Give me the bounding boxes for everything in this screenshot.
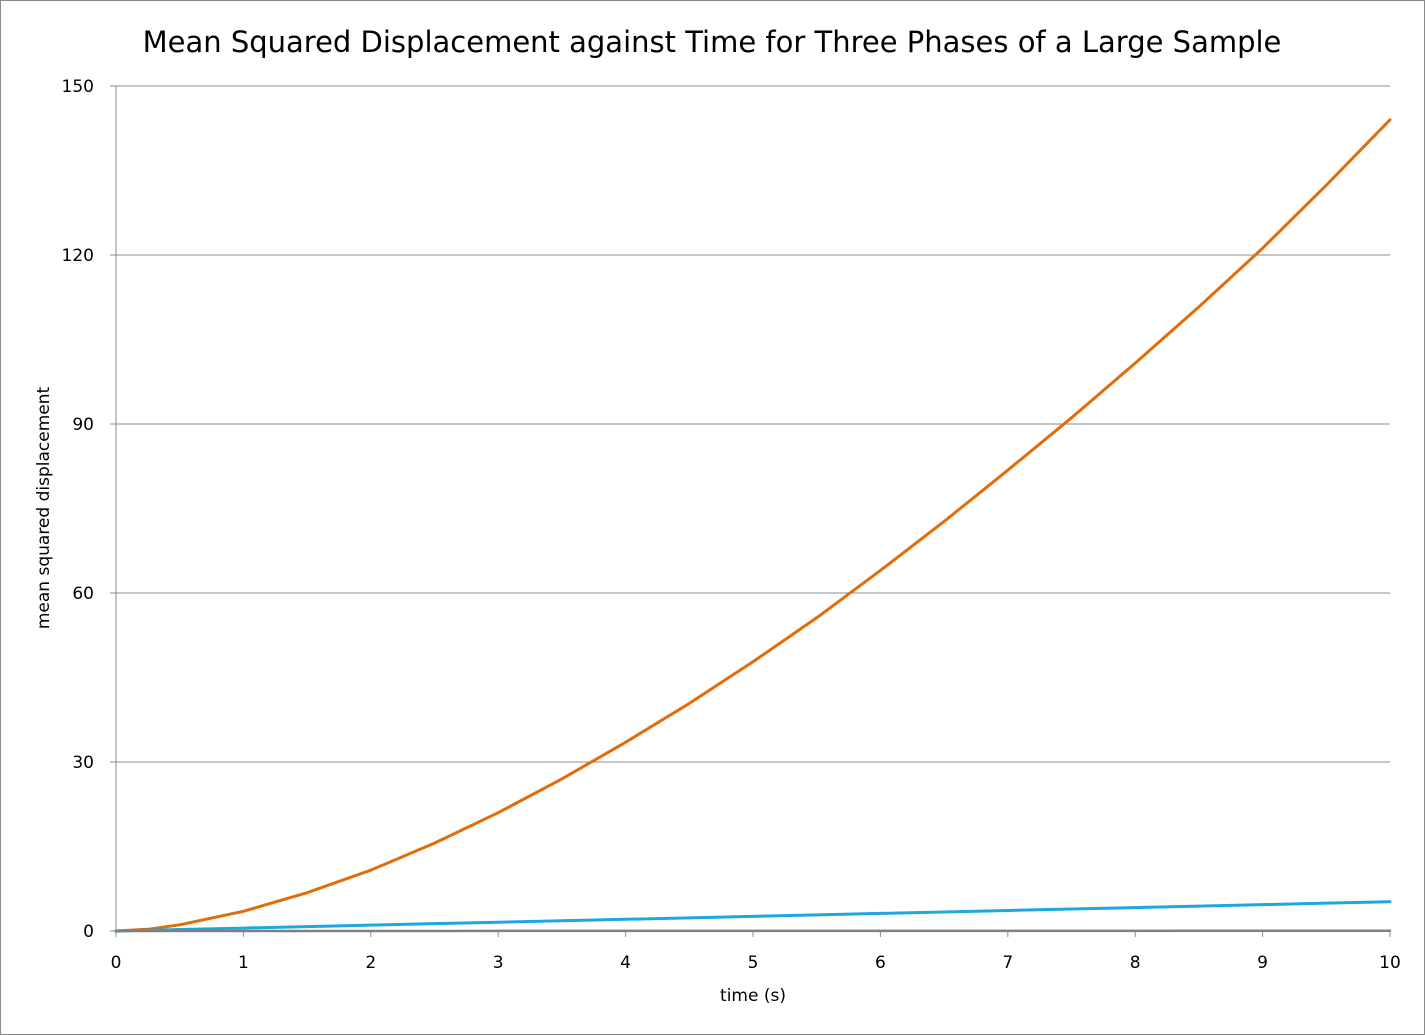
y-tick-label: 120 bbox=[62, 246, 94, 266]
x-tick-label: 10 bbox=[1379, 953, 1401, 973]
x-tick-label: 1 bbox=[238, 953, 249, 973]
x-tick-label: 0 bbox=[111, 953, 122, 973]
tick-labels: 0 30 60 90 120 150 0 1 2 3 4 5 6 7 8 9 10 bbox=[62, 77, 1401, 973]
x-tick-label: 6 bbox=[875, 953, 886, 973]
axes bbox=[110, 85, 1391, 937]
series-line-1 bbox=[114, 118, 1392, 933]
y-tick-label: 60 bbox=[72, 584, 94, 604]
x-tick-label: 2 bbox=[365, 953, 376, 973]
y-axis-title: mean squared displacement bbox=[34, 387, 54, 630]
x-tick-label: 8 bbox=[1130, 953, 1141, 973]
x-tick-label: 4 bbox=[620, 953, 631, 973]
x-tick-label: 7 bbox=[1002, 953, 1013, 973]
chart-title: Mean Squared Displacement against Time f… bbox=[143, 25, 1282, 59]
y-tick-label: 30 bbox=[72, 753, 94, 773]
y-tick-label: 90 bbox=[72, 415, 94, 435]
x-axis-title: time (s) bbox=[720, 986, 786, 1006]
y-tick-label: 150 bbox=[62, 77, 94, 97]
series-lines bbox=[114, 118, 1392, 933]
x-tick-label: 9 bbox=[1257, 953, 1268, 973]
x-tick-label: 3 bbox=[493, 953, 504, 973]
x-tick-label: 5 bbox=[748, 953, 759, 973]
gridlines bbox=[116, 85, 1390, 763]
series-line-2 bbox=[114, 900, 1392, 933]
y-tick-label: 0 bbox=[83, 922, 94, 942]
